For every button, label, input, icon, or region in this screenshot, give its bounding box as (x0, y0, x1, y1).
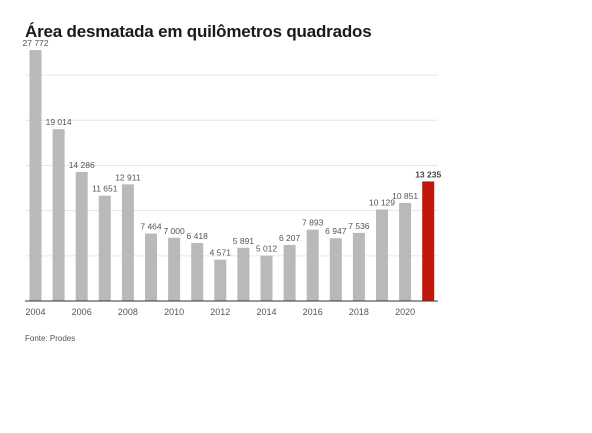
bar-2005 (52, 129, 65, 301)
x-tick-2010: 2010 (164, 307, 184, 317)
data-label-2013: 5 891 (233, 236, 255, 246)
bars (29, 50, 435, 301)
data-label-2017: 6 947 (325, 226, 347, 236)
data-label-2008: 12 911 (115, 172, 141, 182)
chart-title: Área desmatada em quilômetros quadrados (25, 22, 372, 41)
bar-2017 (329, 238, 342, 301)
gridlines (25, 74, 438, 257)
x-tick-2006: 2006 (72, 307, 92, 317)
bar-2019 (376, 209, 388, 301)
bar-2004 (29, 50, 42, 301)
x-tick-2008: 2008 (118, 307, 138, 317)
x-tick-2004: 2004 (25, 307, 45, 317)
x-tick-2014: 2014 (256, 307, 276, 317)
bar-2007 (98, 195, 111, 301)
bar-2008 (121, 184, 134, 301)
data-label-2004: 27 772 (23, 38, 49, 48)
data-label-2009: 7 464 (140, 222, 162, 232)
data-label-2016: 7 893 (302, 218, 324, 228)
data-label-2006: 14 286 (69, 160, 95, 170)
x-tick-2020: 2020 (395, 307, 415, 317)
data-labels: 27 772 19 014 14 286 11 651 12 911 7 464 7 000… (23, 38, 442, 258)
data-label-2014: 5 012 (256, 244, 278, 254)
data-label-2005: 19 014 (46, 117, 72, 127)
bar-2020 (399, 202, 412, 301)
bar-2018 (352, 232, 365, 301)
data-label-2007: 11 651 (92, 184, 118, 194)
x-tick-2018: 2018 (349, 307, 369, 317)
bar-2013 (237, 247, 250, 301)
bar-2015 (283, 244, 296, 301)
bar-2012 (214, 259, 227, 301)
data-label-2021: 13 235 (415, 169, 441, 179)
bar-2016 (306, 229, 319, 301)
data-label-2018: 7 536 (348, 221, 370, 231)
data-label-2020: 10 851 (392, 191, 418, 201)
source-note: Fonte: Prodes (25, 334, 76, 343)
bar-2009 (145, 233, 157, 301)
data-label-2019: 10 129 (369, 197, 395, 207)
data-label-2011: 6 418 (187, 231, 209, 241)
data-label-2010: 7 000 (163, 226, 185, 236)
x-tick-2012: 2012 (210, 307, 230, 317)
data-label-2012: 4 571 (210, 248, 232, 258)
x-axis-ticks: 2004 2006 2008 2010 2012 2014 2016 2018 2020 (25, 307, 415, 317)
bar-2021 (422, 181, 435, 301)
bar-2014 (260, 255, 273, 301)
data-label-2015: 6 207 (279, 233, 301, 243)
x-tick-2016: 2016 (303, 307, 323, 317)
bar-2010 (168, 237, 181, 301)
bar-2011 (191, 243, 204, 301)
bar-2006 (75, 171, 88, 301)
